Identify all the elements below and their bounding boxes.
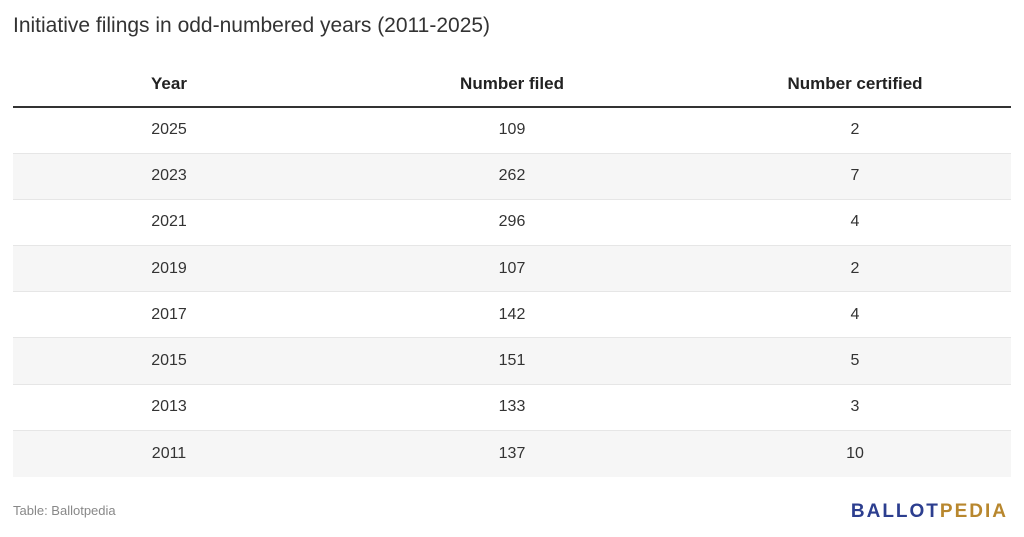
cell-year: 2021 xyxy=(13,199,325,247)
cell-year: 2017 xyxy=(13,291,325,339)
cell-year: 2015 xyxy=(13,337,325,385)
logo-part-ballot: BALLOT xyxy=(850,501,940,522)
cell-number-filed: 296 xyxy=(325,199,699,247)
column-header-number-filed: Number filed xyxy=(325,62,699,108)
source-note: Table: Ballotpedia xyxy=(13,503,116,518)
table-row: 2015 151 5 xyxy=(13,337,1011,385)
cell-number-certified: 7 xyxy=(699,153,1011,200)
table-row: 2025 109 2 xyxy=(13,107,1011,154)
cell-year: 2019 xyxy=(13,245,325,293)
cell-number-certified: 5 xyxy=(699,337,1011,385)
cell-year: 2013 xyxy=(13,384,325,431)
cell-number-certified: 4 xyxy=(699,199,1011,247)
logo-part-pedia: PEDIA xyxy=(939,501,1008,522)
table-row: 2017 142 4 xyxy=(13,291,1011,339)
cell-number-filed: 109 xyxy=(325,107,699,154)
data-table: Year Number filed Number certified 2025 1… xyxy=(13,62,1011,477)
cell-number-filed: 137 xyxy=(325,430,699,477)
cell-number-filed: 142 xyxy=(325,291,699,339)
table-row: 2013 133 3 xyxy=(13,384,1011,431)
table-body: 2025 109 2 2023 262 7 2021 296 4 2019 107 2 2017 142 4… xyxy=(13,107,1011,477)
cell-year: 2011 xyxy=(13,430,325,477)
header-row: Year Number filed Number certified xyxy=(13,62,1011,108)
table-row: 2021 296 4 xyxy=(13,199,1011,247)
cell-number-certified: 2 xyxy=(699,245,1011,293)
cell-number-certified: 4 xyxy=(699,291,1011,339)
cell-number-filed: 133 xyxy=(325,384,699,431)
ballotpedia-logo: BALLOTPEDIA xyxy=(851,501,1008,523)
cell-number-filed: 151 xyxy=(325,337,699,385)
cell-number-filed: 107 xyxy=(325,245,699,293)
column-header-number-certified: Number certified xyxy=(699,62,1011,108)
column-header-year: Year xyxy=(13,62,325,108)
cell-year: 2023 xyxy=(13,153,325,200)
table-title: Initiative filings in odd-numbered years… xyxy=(13,14,491,37)
cell-number-certified: 3 xyxy=(699,384,1011,431)
table-row: 2023 262 7 xyxy=(13,153,1011,200)
cell-year: 2025 xyxy=(13,107,325,154)
cell-number-filed: 262 xyxy=(325,153,699,200)
cell-number-certified: 10 xyxy=(699,430,1011,477)
table-row: 2019 107 2 xyxy=(13,245,1011,293)
cell-number-certified: 2 xyxy=(699,107,1011,154)
table-row: 2011 137 10 xyxy=(13,430,1011,477)
